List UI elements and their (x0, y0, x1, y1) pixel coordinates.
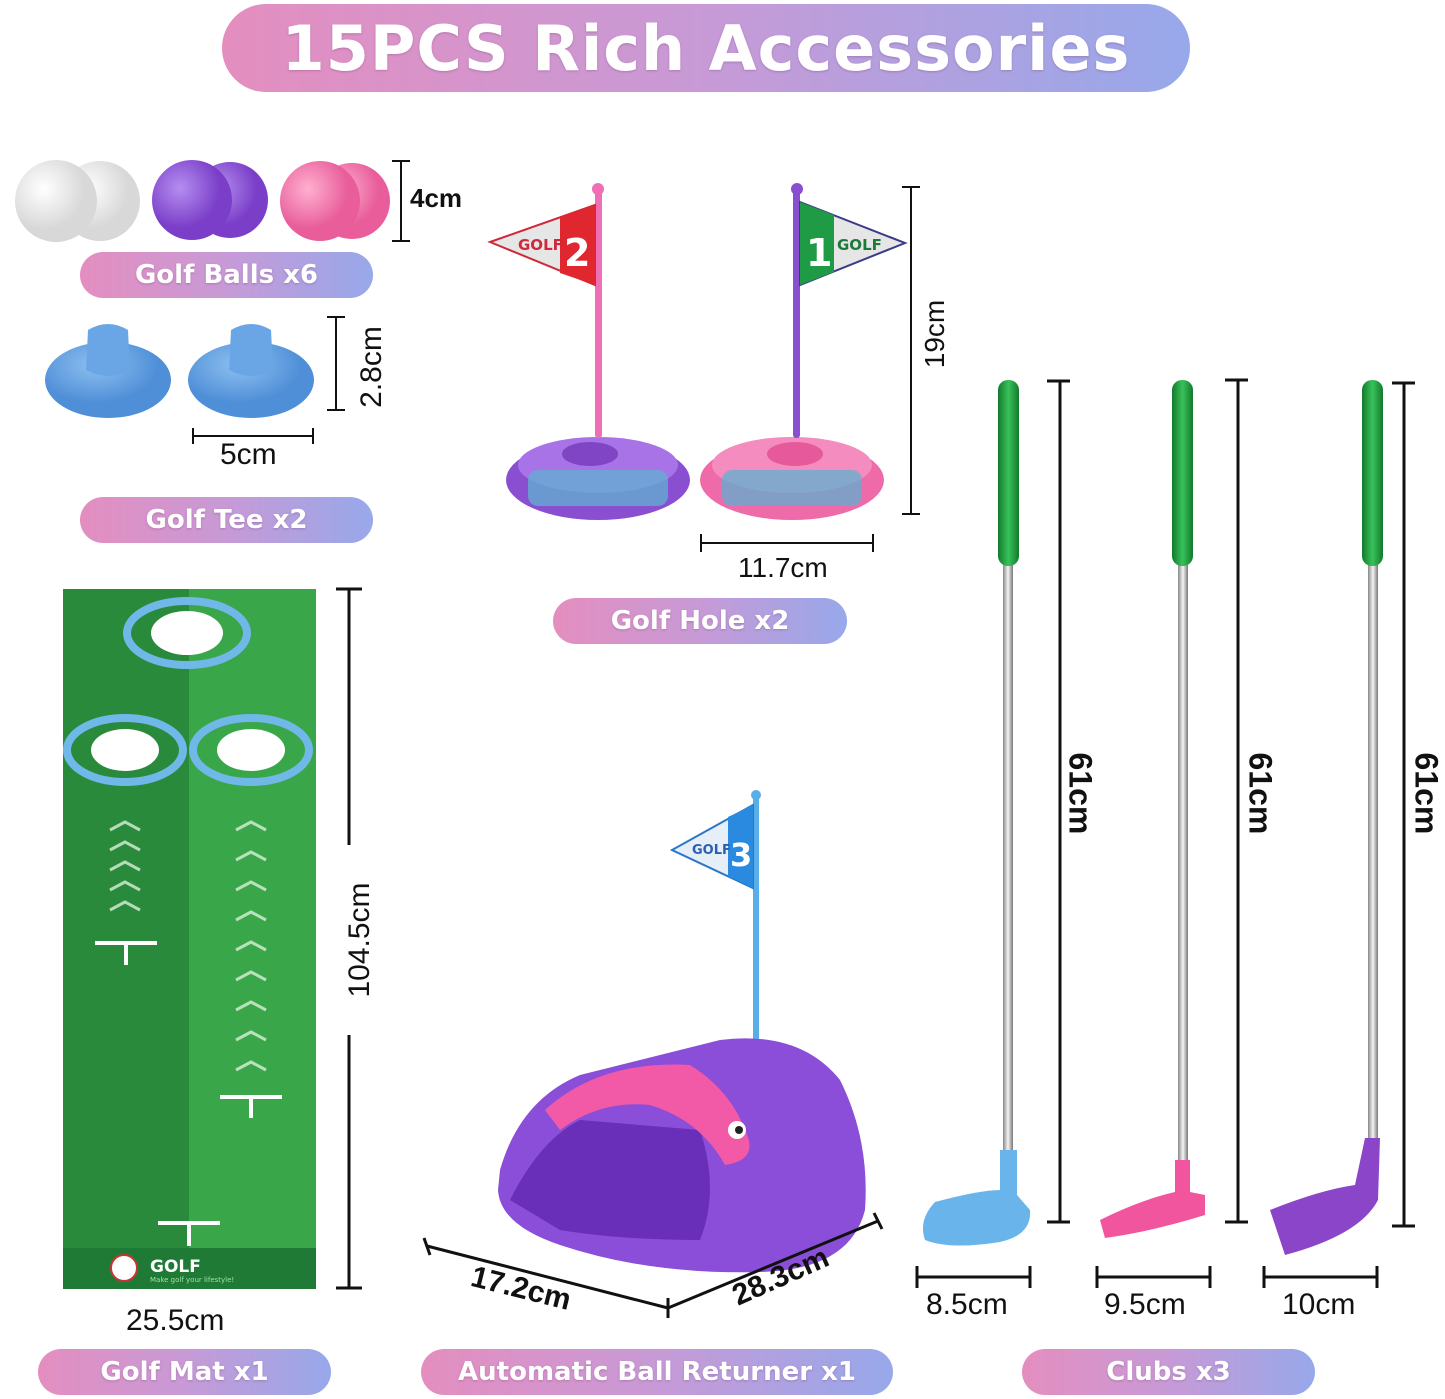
flag-golf-text: GOLF (837, 236, 882, 254)
label-text: Clubs x3 (1106, 1357, 1231, 1387)
tee (45, 324, 171, 418)
flag-golf-text: GOLF (518, 236, 563, 254)
club-grip (998, 380, 1019, 566)
tee-width-label: 5cm (220, 438, 277, 471)
label-golf-mat: Golf Mat x1 (38, 1349, 331, 1395)
label-ball-returner: Automatic Ball Returner x1 (421, 1349, 893, 1395)
flag-number: 2 (564, 231, 590, 275)
club-head (1270, 1138, 1380, 1255)
club-length-label: 61cm (1242, 752, 1279, 835)
title-text: 15PCS Rich Accessories (281, 11, 1131, 85)
mat-logo-tagline: Make golf your lifestyle! (150, 1276, 234, 1284)
golf-tees (45, 324, 314, 418)
label-golf-hole: Golf Hole x2 (553, 598, 847, 644)
mat-hole (123, 597, 251, 669)
pink-flag-pole (595, 188, 602, 438)
club-length-label: 61cm (1408, 752, 1445, 835)
mat-length-label: 104.5cm (343, 882, 376, 998)
mat-hole (189, 714, 313, 786)
club-blue (922, 380, 1031, 1246)
label-text: Golf Hole x2 (610, 606, 790, 636)
club-dimension-lines (915, 378, 1415, 1288)
club-head (1100, 1160, 1205, 1238)
mat-logo-text: GOLF (150, 1257, 201, 1277)
blue-flag-pole (753, 795, 759, 1045)
flag-number: 3 (730, 836, 752, 874)
golf-balls (15, 160, 390, 242)
white-ball (15, 160, 97, 242)
ball-height-label: 4cm (410, 183, 463, 213)
title-banner: 15PCS Rich Accessories (222, 4, 1190, 92)
purple-ball (152, 160, 232, 240)
club-head-width-label: 8.5cm (926, 1288, 1008, 1321)
purple-flag-pole (793, 188, 800, 438)
label-text: Golf Mat x1 (100, 1357, 269, 1387)
hole-width-label: 11.7cm (738, 552, 828, 583)
tee-height-label: 2.8cm (355, 326, 388, 408)
tee-dimension-lines (192, 316, 345, 444)
label-golf-tee: Golf Tee x2 (80, 497, 373, 543)
label-clubs: Clubs x3 (1022, 1349, 1315, 1395)
club-purple (1270, 380, 1383, 1255)
hole-dimension-lines (700, 186, 920, 552)
golf-hole-1: 1 GOLF (700, 183, 908, 520)
mat-logo-icon (110, 1254, 138, 1282)
club-grip (1362, 380, 1383, 566)
label-text: Golf Balls x6 (134, 260, 319, 290)
automatic-ball-returner: GOLF 3 (498, 790, 866, 1273)
club-head (922, 1150, 1031, 1246)
mat-width-label: 25.5cm (126, 1304, 225, 1337)
club-length-label: 61cm (1062, 752, 1099, 835)
club-grip (1172, 380, 1193, 566)
ball-dimension-line (392, 160, 410, 242)
flag-golf-text: GOLF (692, 843, 731, 858)
tee (188, 324, 314, 418)
flag-number: 1 (806, 231, 832, 275)
club-pink (1100, 380, 1205, 1238)
label-text: Automatic Ball Returner x1 (458, 1357, 856, 1387)
club-head-width-label: 10cm (1282, 1288, 1356, 1321)
club-head-width-label: 9.5cm (1104, 1288, 1186, 1321)
mat-dimension-line (336, 587, 362, 1290)
label-text: Golf Tee x2 (145, 505, 308, 535)
returner-dimension-lines (422, 1212, 884, 1318)
label-golf-balls: Golf Balls x6 (80, 252, 373, 298)
golf-hole-2: GOLF 2 (487, 183, 690, 520)
pink-ball (280, 161, 360, 241)
hole-height-label: 19cm (919, 299, 950, 369)
golf-mat: GOLF Make golf your lifestyle! (63, 589, 316, 1289)
mat-hole (63, 714, 187, 786)
